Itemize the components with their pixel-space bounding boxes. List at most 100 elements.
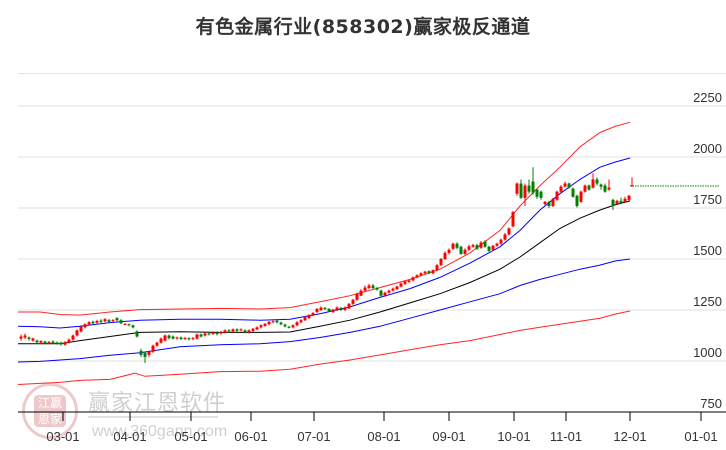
candle — [71, 334, 75, 341]
candle — [399, 282, 403, 288]
candle — [471, 243, 475, 248]
candle — [291, 324, 295, 329]
y-tick-label: 1250 — [693, 294, 722, 309]
x-tick-label: 03-01 — [46, 429, 79, 444]
candle — [499, 238, 503, 245]
candle — [427, 270, 431, 275]
candle — [579, 190, 583, 203]
candle — [171, 335, 175, 340]
candle — [439, 257, 443, 267]
candle — [283, 323, 287, 328]
candle — [559, 185, 563, 193]
candle — [39, 340, 43, 345]
candle — [359, 289, 363, 297]
candle — [443, 251, 447, 261]
candle — [243, 329, 247, 334]
candle — [491, 244, 495, 251]
candle — [179, 336, 183, 341]
candle — [115, 317, 119, 322]
candle — [575, 194, 579, 208]
channel-bands — [17, 121, 720, 385]
candle — [391, 287, 395, 292]
candle — [275, 319, 279, 324]
candle — [431, 269, 435, 275]
candle — [251, 327, 255, 333]
candle — [299, 319, 303, 324]
candle — [611, 198, 615, 211]
candle — [135, 330, 139, 338]
y-tick-label: 1500 — [693, 243, 722, 258]
candle — [191, 336, 195, 341]
candle — [503, 232, 507, 241]
candlesticks — [19, 167, 634, 364]
candle — [199, 333, 203, 338]
x-tick-label: 08-01 — [367, 429, 400, 444]
candle — [143, 351, 147, 364]
candle — [79, 325, 83, 333]
candle — [623, 196, 627, 203]
candle — [307, 314, 311, 320]
candle — [563, 181, 567, 188]
candle — [155, 341, 159, 347]
candle — [235, 328, 239, 333]
candle — [315, 307, 319, 314]
candle — [339, 306, 343, 312]
x-tick-label: 09-01 — [432, 429, 465, 444]
candle — [627, 194, 631, 201]
y-axis: 750 1000 1250 1500 1750 2000 2250 — [693, 90, 722, 411]
candle — [203, 332, 207, 337]
x-tick-label: 11-01 — [550, 429, 582, 444]
candle — [355, 292, 359, 301]
x-tick-label: 01-01 — [684, 429, 717, 444]
candle — [267, 321, 271, 326]
candle — [247, 329, 251, 334]
candle — [263, 323, 267, 327]
candle — [567, 182, 571, 189]
candle — [371, 283, 375, 290]
candle — [31, 337, 35, 342]
candle — [271, 320, 275, 324]
candle — [599, 183, 603, 190]
candle — [403, 280, 407, 286]
candle — [527, 179, 531, 194]
x-tick-label: 12-01 — [613, 429, 646, 444]
lower-outer-band-line — [17, 310, 631, 385]
y-tick-label: 2250 — [693, 90, 722, 105]
candle — [207, 332, 211, 336]
y-tick-label: 1750 — [693, 192, 722, 207]
candle — [279, 321, 283, 326]
candle — [603, 183, 607, 193]
candle — [435, 264, 439, 272]
candle — [515, 182, 519, 196]
candle — [47, 341, 51, 344]
y-tick-label: 2000 — [693, 141, 722, 156]
candle — [379, 289, 383, 297]
candle — [43, 340, 47, 345]
candle — [75, 329, 79, 337]
candle — [319, 306, 323, 312]
grid-lines — [18, 105, 726, 362]
candle — [343, 306, 347, 311]
candle — [483, 240, 487, 248]
candle — [451, 242, 455, 250]
candle — [227, 329, 231, 333]
candle — [347, 302, 351, 309]
candle — [19, 334, 23, 341]
candle — [231, 328, 235, 333]
candle — [323, 306, 327, 310]
candle — [539, 190, 543, 200]
candle — [311, 312, 315, 317]
candle — [147, 350, 151, 357]
candle — [239, 328, 243, 332]
candle — [543, 200, 547, 206]
candle — [523, 183, 527, 206]
middle-line-line — [18, 200, 631, 345]
candle — [107, 318, 111, 324]
candle — [331, 308, 335, 314]
candle — [159, 337, 163, 344]
candle — [327, 307, 331, 313]
candle — [295, 321, 299, 327]
candle — [479, 241, 483, 249]
candle — [495, 242, 499, 247]
candle — [487, 245, 491, 252]
